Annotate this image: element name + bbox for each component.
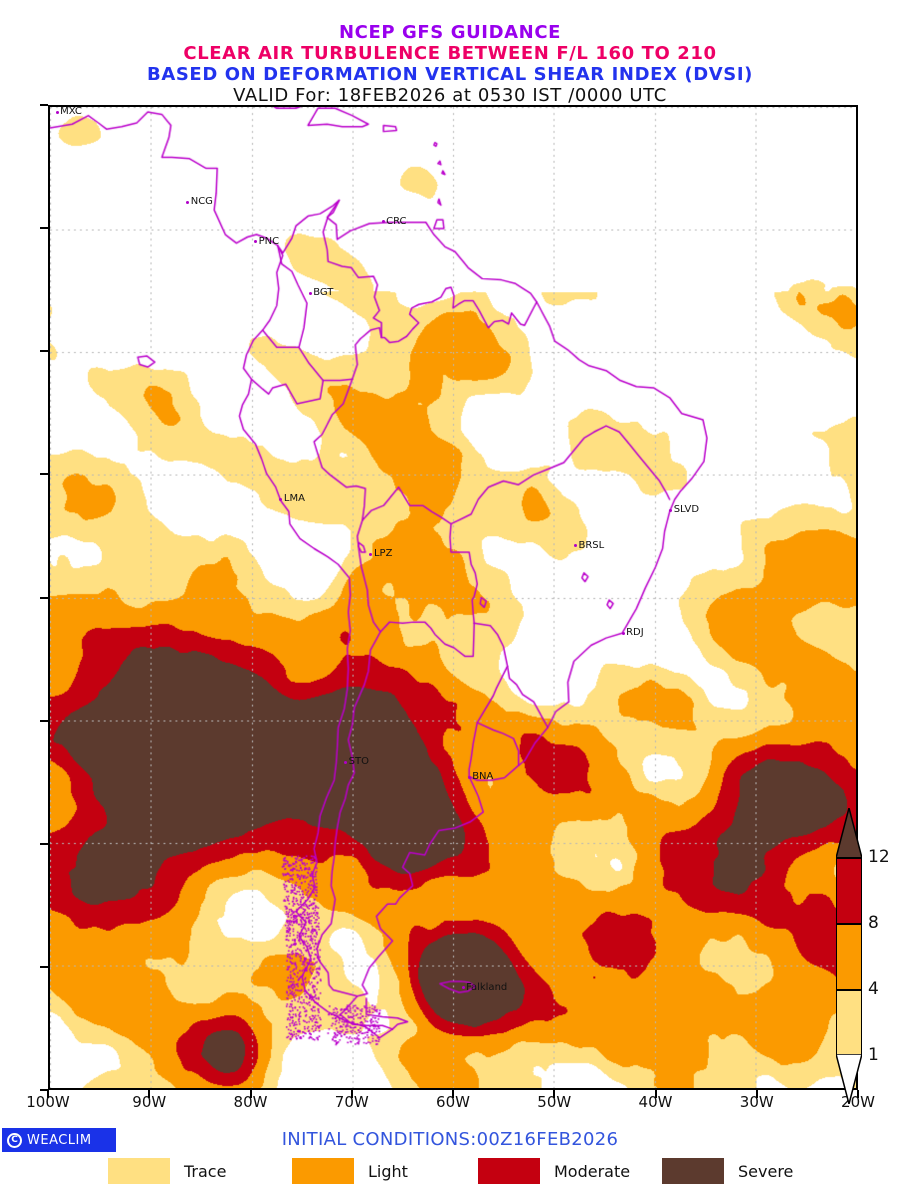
- x-axis-tickmark: [47, 1090, 49, 1098]
- x-axis-tickmark: [148, 1090, 151, 1098]
- legend-label-moderate: Moderate: [554, 1161, 631, 1181]
- city-marker-BNA: [467, 775, 471, 779]
- city-marker-RDJ: [621, 631, 625, 635]
- weaclim-label: WEACLIM: [27, 1132, 92, 1148]
- city-label-SLVD: SLVD: [673, 504, 700, 516]
- chart-title-block: NCEP GFS GUIDANCE CLEAR AIR TURBULENCE B…: [0, 22, 900, 106]
- city-label-MXC: MXC: [60, 106, 82, 118]
- city-label-STO: STO: [348, 756, 369, 768]
- city-marker-LPZ: [369, 552, 373, 556]
- x-axis-tick-40W: 40W: [638, 1093, 673, 1111]
- city-label-Falkland: Falkland: [466, 981, 508, 993]
- x-axis-tick-50W: 50W: [537, 1093, 572, 1111]
- map-plot-area: [48, 105, 858, 1090]
- city-label-BRSL: BRSL: [578, 539, 605, 551]
- title-line-model: NCEP GFS GUIDANCE: [338, 22, 562, 43]
- initial-conditions-text: INITIAL CONDITIONS:00Z16FEB2026: [281, 1129, 619, 1150]
- colorbar-tick-1: 1: [868, 1045, 879, 1065]
- y-axis-tickmark: [40, 965, 48, 968]
- colorbar-divider: [836, 989, 862, 991]
- colorbar-tick-4: 4: [868, 979, 879, 999]
- colorbar-segment-4: [836, 989, 862, 1055]
- legend-item-moderate: Moderate: [478, 1158, 630, 1184]
- title-line-method: BASED ON DEFORMATION VERTICAL SHEAR INDE…: [147, 64, 753, 85]
- city-label-NCG: NCG: [190, 196, 213, 208]
- x-axis-tickmark: [452, 1090, 454, 1098]
- y-axis-tickmark: [40, 842, 48, 845]
- city-label-BGT: BGT: [313, 287, 334, 299]
- city-marker-SLVD: [669, 508, 673, 512]
- x-axis-tickmark: [755, 1090, 758, 1098]
- legend-label-light: Light: [368, 1161, 408, 1181]
- legend-swatch-severe: [662, 1158, 724, 1184]
- legend-item-severe: Severe: [662, 1158, 793, 1184]
- legend-label-trace: Trace: [184, 1161, 227, 1181]
- x-axis-tickmark: [249, 1090, 252, 1098]
- city-marker-LMA: [279, 497, 283, 501]
- y-axis-tickmark: [40, 350, 48, 353]
- x-axis-tick-30W: 30W: [739, 1093, 774, 1111]
- colorbar-segment-12: [836, 857, 862, 923]
- colorbar-tick-12: 12: [868, 847, 890, 867]
- severity-legend: Trace Light Moderate Severe: [0, 1158, 900, 1188]
- legend-item-trace: Trace: [108, 1158, 226, 1184]
- colorbar-divider: [836, 923, 862, 925]
- y-axis-tickmark: [40, 719, 48, 722]
- colorbar-tick-8: 8: [868, 913, 879, 933]
- legend-swatch-trace: [108, 1158, 170, 1184]
- x-axis-tickmark: [553, 1090, 556, 1098]
- y-axis-tickmark: [40, 596, 48, 599]
- city-label-CRC: CRC: [386, 215, 407, 227]
- colorbar: 12 8 4 1: [836, 847, 890, 1065]
- x-axis-tick-70W: 70W: [334, 1093, 369, 1111]
- x-axis-tickmark: [857, 1090, 859, 1098]
- legend-swatch-light: [292, 1158, 354, 1184]
- y-axis-tickmark: [40, 1089, 48, 1091]
- city-label-LMA: LMA: [283, 493, 305, 504]
- legend-item-light: Light: [292, 1158, 408, 1184]
- city-marker-CRC: [381, 220, 385, 224]
- x-axis-tickmark: [350, 1090, 353, 1098]
- turbulence-contour-map: [50, 107, 856, 1088]
- city-marker-MXC: [55, 110, 59, 114]
- city-label-RDJ: RDJ: [626, 627, 644, 639]
- x-axis-tickmark: [654, 1090, 657, 1098]
- colorbar-divider: [836, 857, 862, 859]
- city-marker-BGT: [308, 291, 312, 295]
- y-axis-tickmark: [40, 473, 48, 476]
- city-marker-BRSL: [574, 544, 577, 548]
- x-axis-tick-80W: 80W: [233, 1093, 268, 1111]
- city-label-LPZ: LPZ: [373, 548, 393, 560]
- y-axis-tickmark: [40, 227, 48, 230]
- title-line-valid-time: VALID For: 18FEB2026 at 0530 IST /0000 U…: [233, 85, 667, 106]
- city-marker-STO: [344, 760, 348, 764]
- legend-label-severe: Severe: [738, 1161, 794, 1181]
- x-axis-tick-60W: 60W: [436, 1093, 470, 1111]
- city-label-PNC: PNC: [258, 235, 280, 247]
- weaclim-logo[interactable]: C WEACLIM: [2, 1128, 116, 1152]
- city-marker-PNC: [254, 240, 258, 244]
- x-axis-tick-90W: 90W: [132, 1093, 167, 1111]
- colorbar-top-arrow: [836, 808, 862, 858]
- city-marker-Falkland: [461, 986, 465, 990]
- colorbar-bottom-arrow: [836, 1054, 862, 1104]
- x-axis-tick-100W: 100W: [26, 1093, 70, 1111]
- title-line-parameter: CLEAR AIR TURBULENCE BETWEEN F/L 160 TO …: [183, 43, 717, 64]
- copyright-icon: C: [7, 1132, 22, 1148]
- colorbar-segment-8: [836, 923, 862, 989]
- city-marker-NCG: [186, 200, 190, 204]
- legend-swatch-moderate: [478, 1158, 540, 1184]
- y-axis-tickmark: [40, 104, 48, 106]
- city-label-BNA: BNA: [472, 771, 494, 783]
